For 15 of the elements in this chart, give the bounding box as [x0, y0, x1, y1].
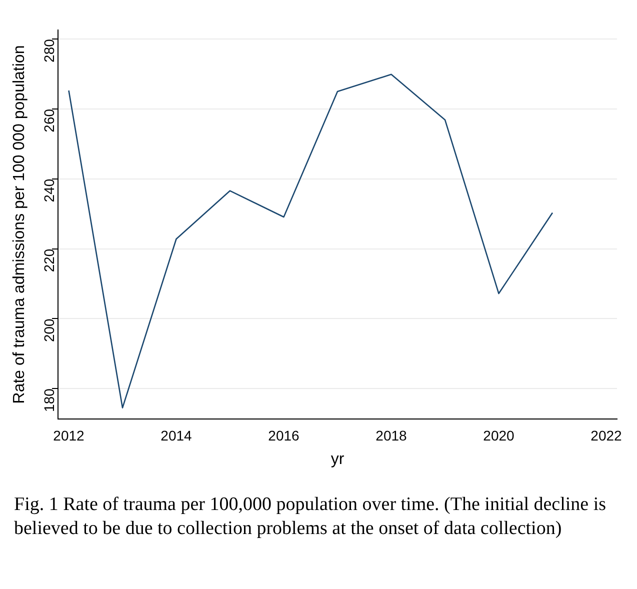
y-tick-label: 220	[40, 248, 57, 272]
x-tick-label: 2020	[483, 427, 515, 444]
y-axis-title: Rate of trauma admissions per 100 000 population	[11, 45, 28, 404]
y-tick-label: 240	[40, 178, 57, 202]
x-tick-label: 2012	[53, 427, 85, 444]
caption: Fig. 1 Rate of trauma per 100,000 population over time. (The initial decline is believed to be due to collection problems at the onset of data collection)	[14, 493, 608, 541]
x-tick-label: 2016	[268, 427, 300, 444]
y-tick-label: 280	[40, 38, 57, 62]
x-tick-label: 2022	[590, 427, 622, 444]
x-tick-label: 2014	[160, 427, 192, 444]
y-tick-label: 180	[40, 388, 57, 412]
x-tick-label: 2018	[376, 427, 408, 444]
y-tick-label: 260	[40, 108, 57, 132]
x-axis-title: yr	[330, 450, 345, 468]
y-tick-label: 200	[40, 318, 57, 342]
